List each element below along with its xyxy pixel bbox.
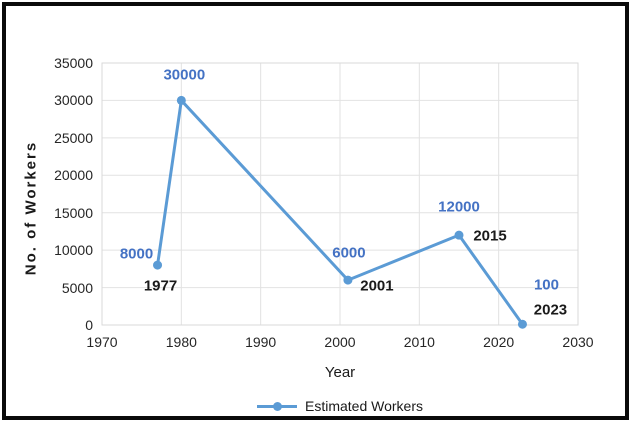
y-axis-tick-label: 5000 <box>61 279 93 296</box>
data-label-year: 2001 <box>360 277 394 295</box>
data-point-marker <box>176 95 186 105</box>
legend-line-marker-icon <box>257 401 297 411</box>
legend: Estimated Workers <box>102 398 578 414</box>
data-point-marker <box>343 275 353 285</box>
y-axis-tick-label: 35000 <box>54 55 93 71</box>
data-label-value: 6000 <box>332 244 366 262</box>
x-axis-title: Year <box>324 364 356 381</box>
data-label-value: 12000 <box>438 198 480 216</box>
data-point-marker <box>517 319 527 329</box>
chart-frame <box>2 2 629 420</box>
data-label-value: 30000 <box>163 66 206 84</box>
data-label-year: 1977 <box>143 277 178 295</box>
data-label-value: 100 <box>533 276 559 294</box>
x-axis-tick-label: 1990 <box>245 334 277 350</box>
x-axis-tick-label: 2010 <box>403 334 435 350</box>
data-point-marker <box>454 230 464 240</box>
x-axis-tick-label: 2020 <box>483 334 515 350</box>
y-axis-tick-label: 15000 <box>54 204 93 221</box>
y-axis-tick-label: 20000 <box>54 167 93 184</box>
x-axis-tick-label: 1970 <box>86 334 118 350</box>
plot-border <box>101 62 579 326</box>
legend-label: Estimated Workers <box>305 398 423 414</box>
data-point-marker <box>153 260 163 270</box>
x-axis-tick-label: 2000 <box>324 334 356 350</box>
x-axis-tick-label: 2030 <box>562 334 594 350</box>
y-axis-tick-label: 10000 <box>54 242 93 259</box>
data-label-value: 8000 <box>119 245 154 263</box>
y-axis-title: No. of Workers <box>22 140 40 276</box>
y-axis-tick-label: 0 <box>85 317 93 333</box>
x-axis-tick-label: 1980 <box>165 334 197 350</box>
data-label-year: 2015 <box>473 227 507 245</box>
data-label-year: 2023 <box>533 301 568 319</box>
y-axis-tick-label: 25000 <box>54 129 93 146</box>
y-axis-tick-label: 30000 <box>54 92 93 109</box>
